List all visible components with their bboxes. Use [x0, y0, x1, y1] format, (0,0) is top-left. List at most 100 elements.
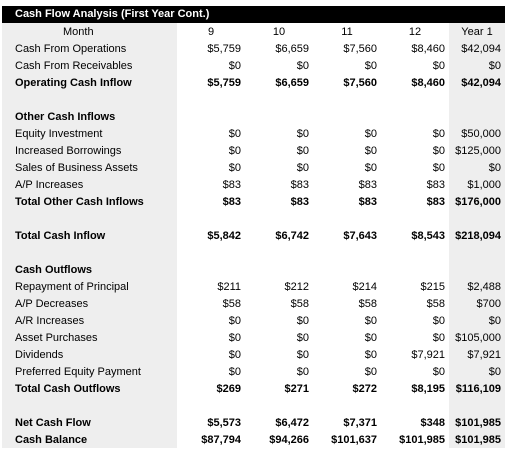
cell-month-10: $0 — [296, 348, 309, 361]
table-row: Preferred Equity Payment $0 $0 $0 $0 $0 — [2, 363, 505, 380]
cell-month-12 — [381, 210, 449, 227]
cell-month-11: $0 — [364, 314, 377, 327]
cell-month-9: $0 — [228, 144, 241, 157]
header-col-month-11: 11 — [341, 25, 353, 38]
row-label: Asset Purchases — [2, 329, 177, 346]
cell-month-9 — [177, 108, 245, 125]
row-label: A/R Increases — [2, 312, 177, 329]
cell-year-1 — [449, 91, 505, 108]
cell-month-12: $58 — [426, 297, 445, 310]
cell-month-9: $0 — [228, 161, 241, 174]
header-col-year-1: Year 1 — [449, 23, 505, 40]
table-row: Operating Cash Inflow $5,759 $6,659 $7,560 $… — [2, 74, 505, 91]
table-row: Cash From Operations $5,759 $6,659 $7,560 $8… — [2, 40, 505, 57]
cell-month-12 — [381, 397, 449, 414]
cell-month-10: $0 — [296, 331, 309, 344]
cell-month-11 — [313, 261, 381, 278]
cell-month-11: $83 — [358, 178, 377, 191]
row-label: Equity Investment — [2, 125, 177, 142]
table-row: Increased Borrowings $0 $0 $0 $0 $125,000 — [2, 142, 505, 159]
cell-month-9: $5,842 — [207, 229, 241, 242]
cell-month-9 — [177, 244, 245, 261]
cell-month-12: $0 — [432, 365, 445, 378]
cell-year-1: $0 — [449, 159, 505, 176]
cell-month-9: $0 — [228, 127, 241, 140]
cell-month-11: $7,560 — [343, 76, 377, 89]
table-row: Dividends $0 $0 $0 $7,921 $7,921 — [2, 346, 505, 363]
cell-year-1 — [449, 210, 505, 227]
cell-month-10: $83 — [290, 195, 309, 208]
cell-month-12 — [381, 244, 449, 261]
cell-year-1: $2,488 — [449, 278, 505, 295]
cell-month-11: $7,560 — [343, 42, 377, 55]
row-label: Increased Borrowings — [2, 142, 177, 159]
cell-month-12 — [381, 261, 449, 278]
row-label — [2, 210, 177, 227]
cell-month-10: $83 — [290, 178, 309, 191]
cell-month-10 — [245, 91, 313, 108]
table-row: Total Cash Inflow $5,842 $6,742 $7,643 $8,54… — [2, 227, 505, 244]
row-label: Sales of Business Assets — [2, 159, 177, 176]
header-row: Month 9 10 11 12 Year 1 — [2, 23, 505, 40]
cell-month-9 — [177, 261, 245, 278]
row-label: Dividends — [2, 346, 177, 363]
sheet-title: Cash Flow Analysis (First Year Cont.) — [2, 6, 505, 23]
row-label: Net Cash Flow — [2, 414, 177, 431]
cell-month-10 — [245, 210, 313, 227]
cell-month-11: $7,371 — [343, 416, 377, 429]
cell-month-10: $0 — [296, 365, 309, 378]
cell-month-11: $7,643 — [343, 229, 377, 242]
cell-month-12: $8,195 — [411, 382, 445, 395]
cell-year-1: $7,921 — [449, 346, 505, 363]
spacer-row — [2, 91, 505, 108]
cell-month-9: $83 — [222, 178, 241, 191]
cell-month-9: $0 — [228, 331, 241, 344]
cell-month-11 — [313, 91, 381, 108]
cell-month-12: $348 — [420, 416, 445, 429]
cell-month-10 — [245, 261, 313, 278]
cell-year-1 — [449, 108, 505, 125]
table-row: Asset Purchases $0 $0 $0 $0 $105,000 — [2, 329, 505, 346]
table-row: Other Cash Inflows — [2, 108, 505, 125]
cell-month-10: $271 — [284, 382, 309, 395]
cell-year-1: $42,094 — [449, 74, 505, 91]
cell-month-9: $83 — [222, 195, 241, 208]
cell-month-11: $0 — [364, 161, 377, 174]
cell-month-9 — [177, 91, 245, 108]
cell-month-10: $6,659 — [275, 76, 309, 89]
cash-flow-sheet: Cash Flow Analysis (First Year Cont.) Mo… — [2, 6, 505, 448]
spacer-row — [2, 244, 505, 261]
cell-year-1: $105,000 — [449, 329, 505, 346]
cell-month-9: $0 — [228, 348, 241, 361]
cell-month-9: $0 — [228, 59, 241, 72]
cell-month-10: $6,742 — [275, 229, 309, 242]
cell-month-12: $0 — [432, 127, 445, 140]
row-label: Cash From Operations — [2, 40, 177, 57]
cell-month-10: $0 — [296, 161, 309, 174]
cell-month-12 — [381, 91, 449, 108]
cell-year-1: $116,109 — [449, 380, 505, 397]
cell-month-9: $0 — [228, 314, 241, 327]
cell-month-11: $0 — [364, 365, 377, 378]
cash-flow-table: Month 9 10 11 12 Year 1 Cash From Operat… — [2, 23, 505, 448]
cell-month-11: $0 — [364, 127, 377, 140]
cell-year-1: $50,000 — [449, 125, 505, 142]
cell-year-1 — [449, 244, 505, 261]
cell-month-10: $212 — [284, 280, 309, 293]
cell-month-10 — [245, 397, 313, 414]
cell-month-11 — [313, 244, 381, 261]
cell-year-1: $0 — [449, 57, 505, 74]
cell-month-11 — [313, 108, 381, 125]
cell-month-10: $6,659 — [275, 42, 309, 55]
cell-month-11: $101,637 — [331, 433, 377, 446]
cell-month-10: $0 — [296, 127, 309, 140]
row-label: Total Cash Inflow — [2, 227, 177, 244]
cell-month-9: $5,573 — [207, 416, 241, 429]
cell-month-11: $0 — [364, 59, 377, 72]
cell-year-1 — [449, 397, 505, 414]
cell-month-11: $0 — [364, 144, 377, 157]
row-label: A/P Increases — [2, 176, 177, 193]
cell-month-9: $269 — [216, 382, 241, 395]
cell-month-9 — [177, 397, 245, 414]
cell-month-11: $214 — [352, 280, 377, 293]
